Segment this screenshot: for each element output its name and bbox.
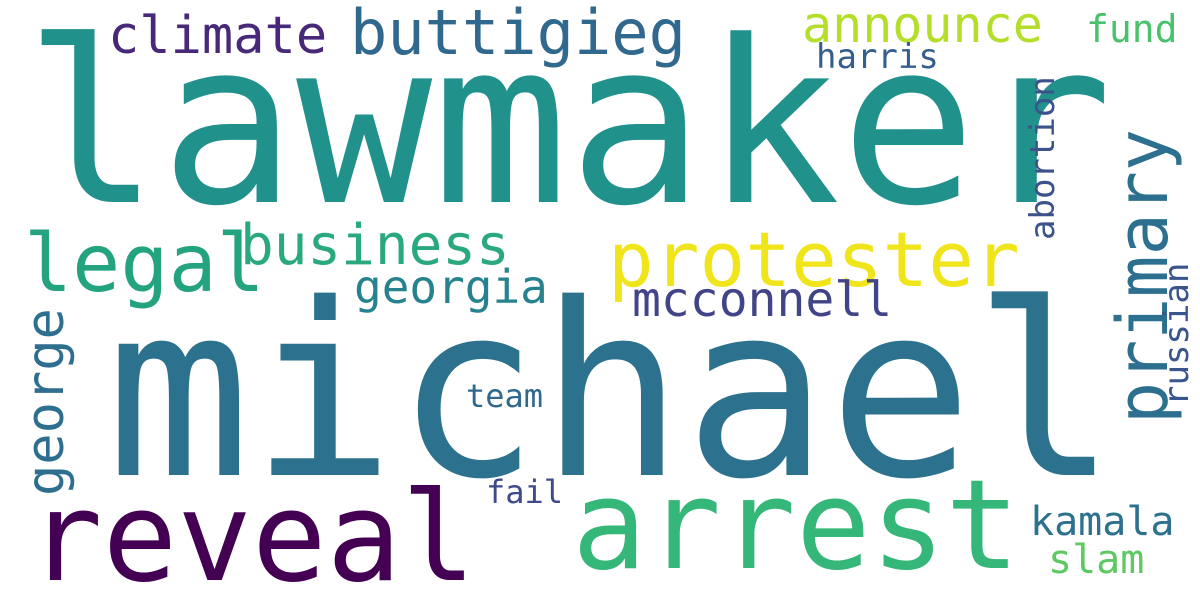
word-slam: slam xyxy=(1048,537,1145,583)
word-lawmaker: lawmaker xyxy=(24,0,1113,256)
word-mcconnell: mcconnell xyxy=(632,272,893,328)
word-announce: announce xyxy=(802,0,1043,54)
word-michael: michael xyxy=(106,252,1118,532)
word-business: business xyxy=(240,213,510,278)
word-george: george xyxy=(16,308,76,496)
word-georgia: georgia xyxy=(354,260,548,314)
word-climate: climate xyxy=(108,6,328,66)
word-buttigieg: buttigieg xyxy=(350,0,686,69)
word-team: team xyxy=(466,377,544,415)
word-protester: protester xyxy=(608,215,1020,304)
word-fund: fund xyxy=(1086,7,1178,51)
word-legal: legal xyxy=(24,217,265,310)
word-fail: fail xyxy=(486,473,564,511)
word-kamala: kamala xyxy=(1030,499,1175,545)
word-russian: russian xyxy=(1157,262,1197,406)
word-harris: harris xyxy=(816,37,939,77)
word-arrest: arrest xyxy=(572,454,1020,598)
word-abortion: abortion xyxy=(1023,76,1063,240)
word-reveal: reveal xyxy=(28,466,476,600)
